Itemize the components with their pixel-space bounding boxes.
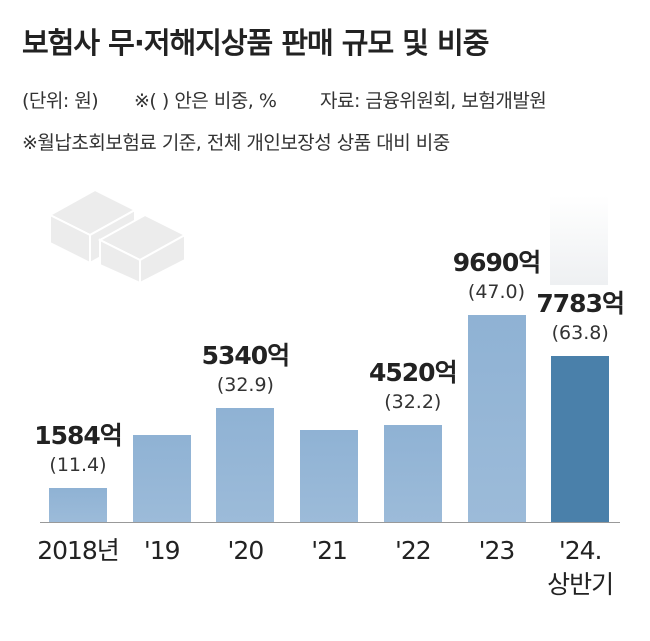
bar xyxy=(300,429,359,522)
value-label: 4520억 xyxy=(369,358,458,388)
x-tick-label: '21 xyxy=(311,536,348,565)
bar xyxy=(467,315,526,522)
source: 자료: 금융위원회, 보험개발원 xyxy=(320,90,547,112)
share-label: (32.9) xyxy=(216,373,274,396)
bar xyxy=(216,407,275,522)
bar xyxy=(132,434,191,522)
fade-decoration xyxy=(550,195,608,285)
share-label: (63.8) xyxy=(551,321,609,344)
value-label: 1584억 xyxy=(34,421,123,451)
share-label: (11.4) xyxy=(49,454,107,477)
value-label: 7783억 xyxy=(536,288,625,318)
money-icon xyxy=(47,188,188,285)
x-tick-label: '20 xyxy=(227,536,265,565)
share-label: (47.0) xyxy=(467,281,526,303)
share-note: ※( ) 안은 비중, % xyxy=(134,90,277,112)
x-tick-label: '24. 상반기 xyxy=(547,536,614,599)
baseline xyxy=(40,522,620,523)
bar xyxy=(383,425,442,522)
bar xyxy=(49,488,107,522)
value-label: 9690억 xyxy=(452,248,542,277)
basis-note: ※월납초회보험료 기준, 전체 개인보장성 상품 대비 비중 xyxy=(22,132,450,154)
value-label: 5340억 xyxy=(201,340,291,370)
unit-note: (단위: 원) xyxy=(22,90,99,112)
x-tick-label: '22 xyxy=(394,536,432,565)
chart-title: 보험사 무·저해지상품 판매 규모 및 비중 xyxy=(22,26,489,60)
x-tick-label: '23 xyxy=(478,536,516,565)
x-tick-label: '19 xyxy=(143,536,181,565)
share-label: (32.2) xyxy=(384,391,442,414)
bar xyxy=(551,355,610,522)
x-tick-label: 2018년 xyxy=(37,536,120,565)
